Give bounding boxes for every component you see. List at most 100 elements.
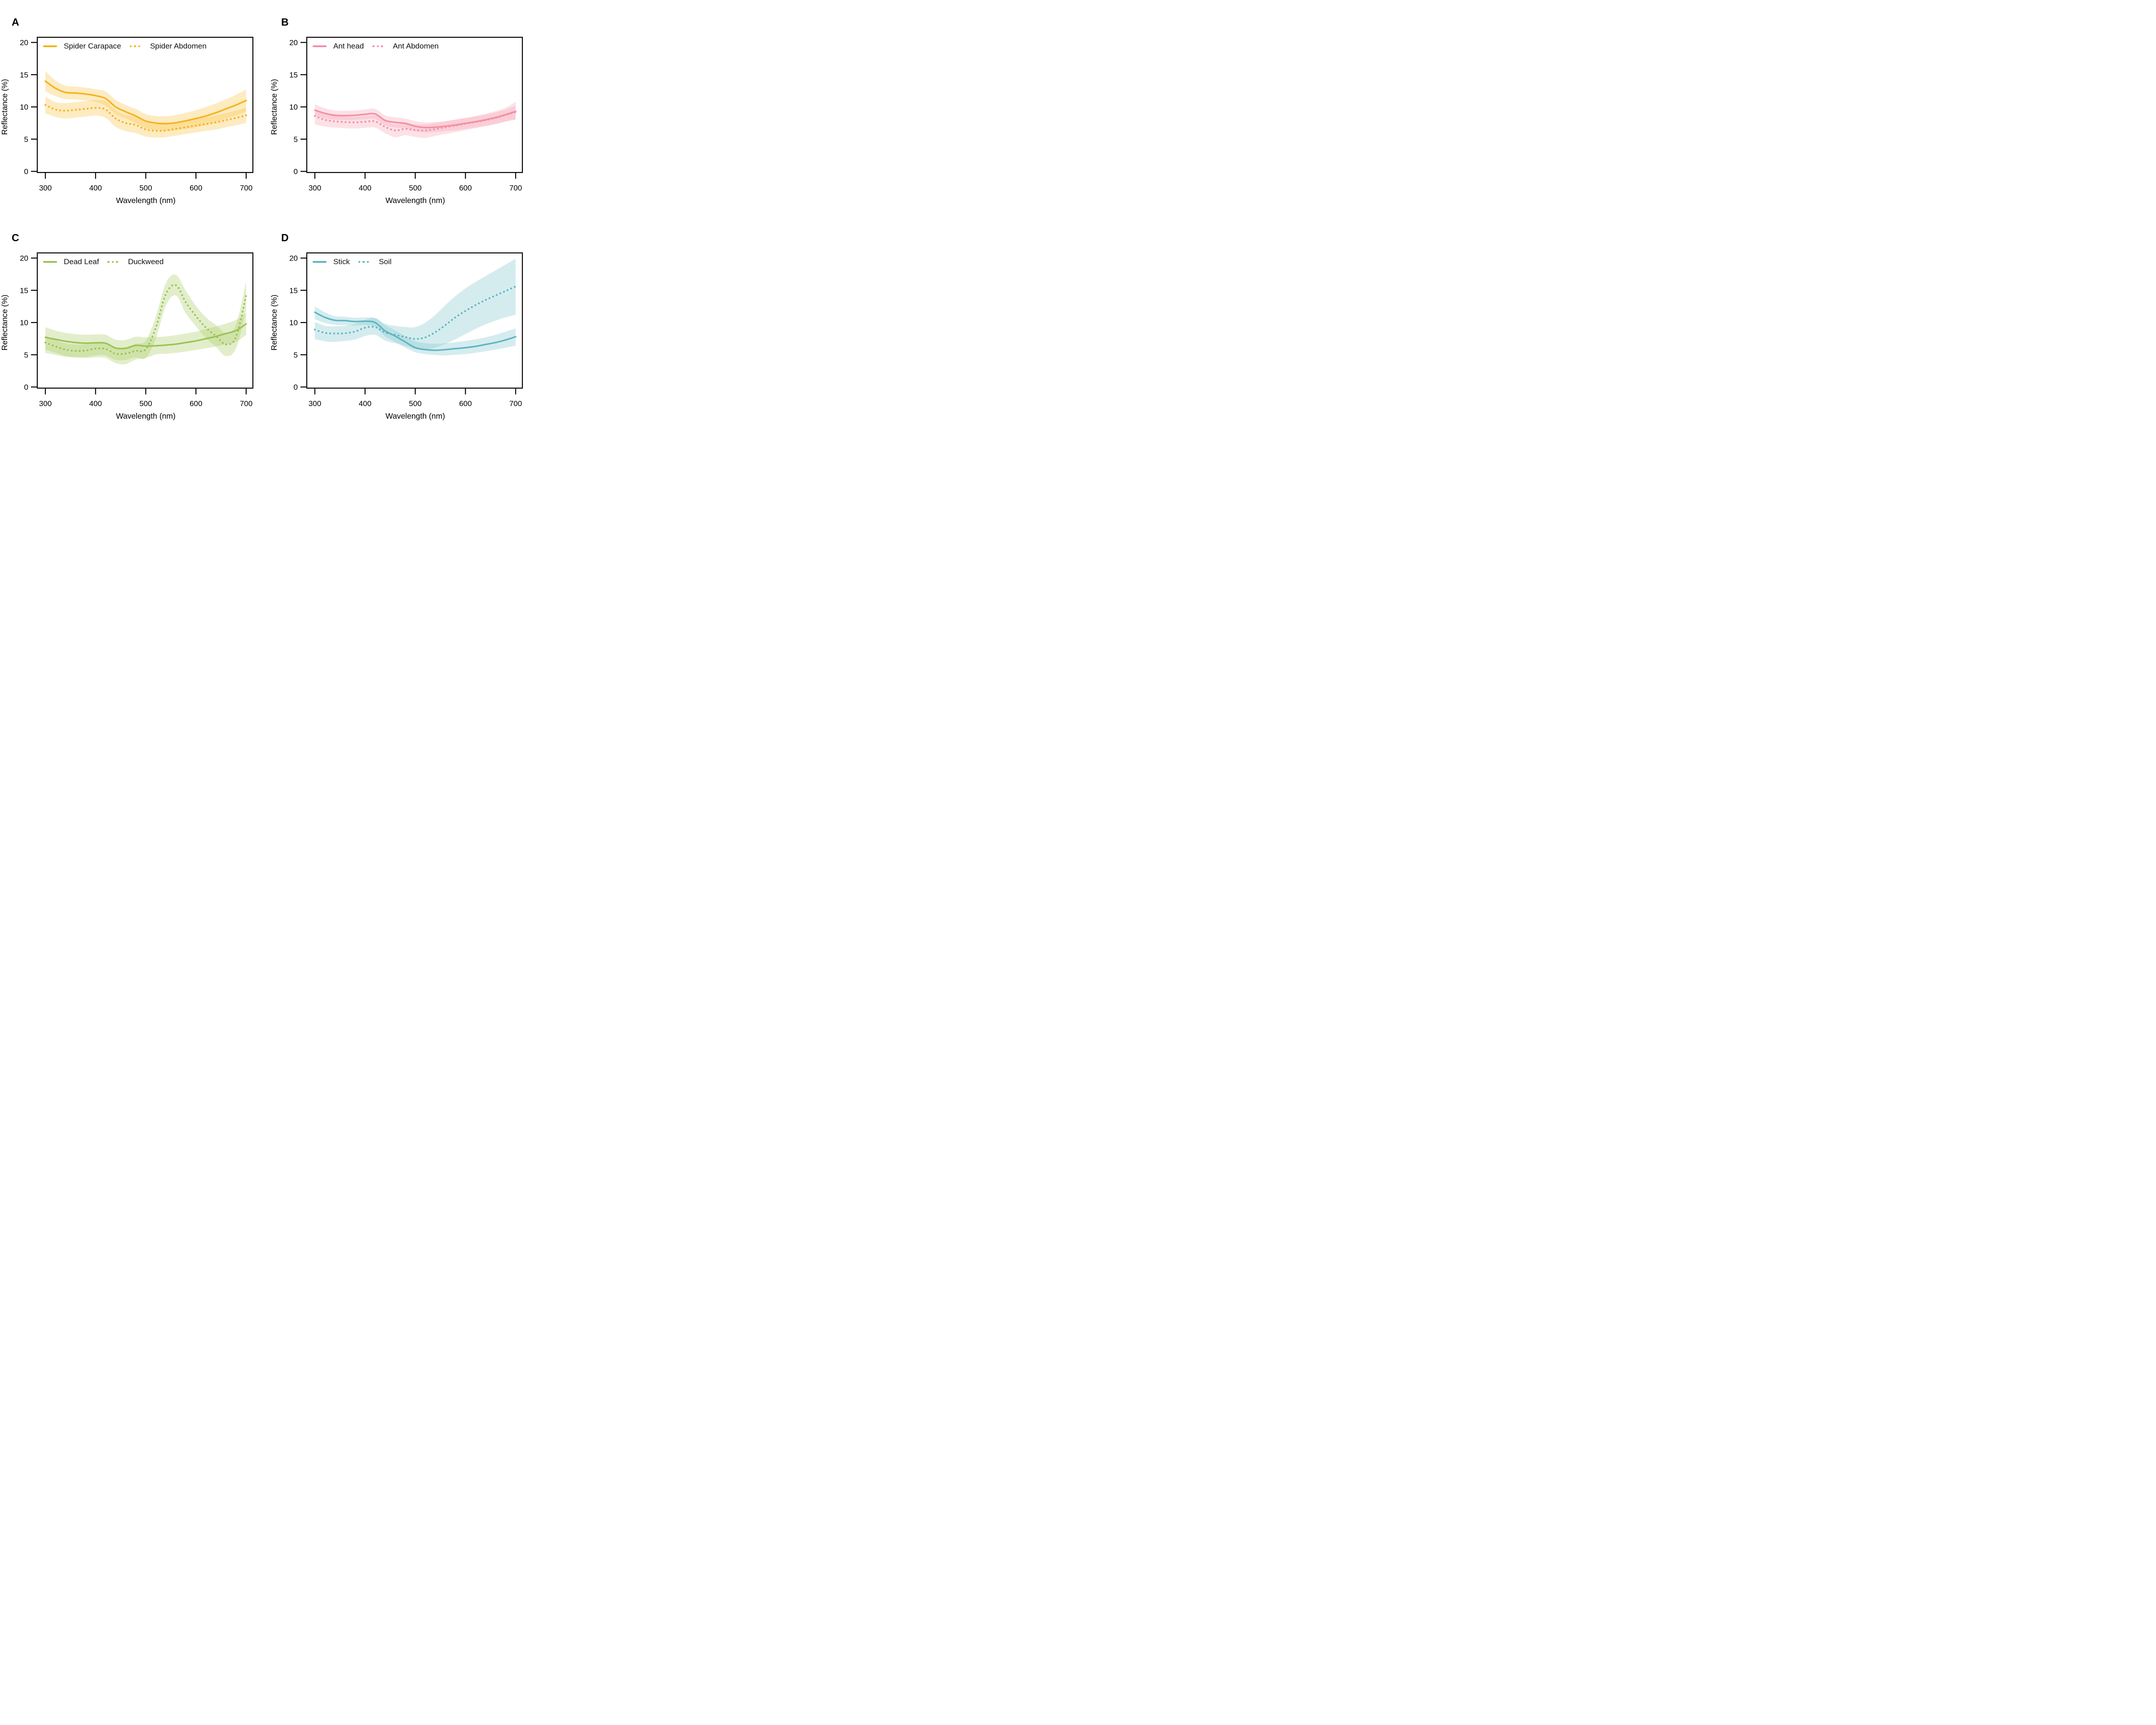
ant-head-line — [314, 109, 517, 128]
legend-d: Stick Soil — [313, 257, 392, 266]
y-tick-label-5: 5 — [294, 351, 298, 359]
legend-label-dotted: Spider Abdomen — [150, 42, 207, 50]
legend-dotted-line-sample — [107, 261, 118, 263]
x-tick-label-300: 300 — [39, 399, 52, 408]
x-axis-title: Wavelength (nm) — [385, 196, 445, 205]
y-tick-label-10: 10 — [20, 103, 28, 111]
panel-b: B Ant head Ant Abdomen 300 400 500 600 700 0 5… — [270, 0, 539, 216]
spider-carapace-band — [45, 71, 246, 131]
x-tick-label-400: 400 — [359, 399, 371, 408]
ant-abdomen-line — [314, 111, 517, 132]
x-tick-label-600: 600 — [190, 399, 202, 408]
dead-leaf-line — [44, 323, 247, 349]
plot-b: 300 400 500 600 700 0 5 10 15 20 Wavelength (nm) Re… — [270, 36, 523, 205]
legend-solid-line-sample — [43, 261, 57, 263]
x-tick-label-400: 400 — [359, 184, 371, 192]
y-tick-label-15: 15 — [289, 71, 298, 79]
panel-a: A Spider Carapace Spider Abdomen 300 400 5… — [0, 0, 270, 216]
plot-box — [306, 36, 523, 173]
legend-dotted-line-sample — [372, 45, 383, 48]
y-tick-label-0: 0 — [24, 168, 28, 176]
y-tick-label-5: 5 — [294, 135, 298, 144]
dead-leaf-band — [45, 313, 246, 365]
plot-d: 300 400 500 600 700 0 5 10 15 20 Wavelength (nm) Re… — [270, 252, 523, 420]
stick-band — [315, 306, 516, 356]
x-axis-title: Wavelength (nm) — [385, 411, 445, 420]
x-tick-label-300: 300 — [309, 399, 321, 408]
soil-band — [315, 258, 516, 350]
plot-box — [306, 252, 523, 389]
legend-dotted-line-sample — [358, 261, 369, 263]
ant-head-band — [315, 102, 516, 133]
x-tick-label-500: 500 — [139, 399, 152, 408]
x-tick-label-400: 400 — [89, 399, 102, 408]
y-tick-label-20: 20 — [289, 254, 298, 263]
figure-reflectance-panels: A Spider Carapace Spider Abdomen 300 400 5… — [0, 0, 539, 431]
x-tick-label-700: 700 — [240, 399, 252, 408]
x-tick-label-500: 500 — [139, 184, 152, 192]
x-axis-title: Wavelength (nm) — [116, 411, 176, 420]
y-tick-label-10: 10 — [289, 318, 298, 327]
x-tick-label-300: 300 — [39, 184, 52, 192]
x-tick-label-600: 600 — [459, 399, 472, 408]
x-tick-label-700: 700 — [509, 399, 522, 408]
panel-letter-a: A — [12, 16, 20, 28]
y-axis-title: Reflectance (%) — [0, 295, 9, 351]
ant-abdomen-band — [315, 106, 516, 138]
legend-solid-line-sample — [313, 261, 327, 263]
y-tick-label-15: 15 — [20, 71, 28, 79]
plot-box — [36, 252, 254, 389]
x-tick-label-700: 700 — [240, 184, 252, 192]
panel-letter-b: B — [281, 16, 289, 28]
x-tick-label-400: 400 — [89, 184, 102, 192]
legend-solid-line-sample — [313, 45, 327, 48]
x-tick-label-600: 600 — [459, 184, 472, 192]
panel-d: D Stick Soil 300 400 500 600 700 0 5 10 15 20 Wave… — [270, 216, 539, 431]
y-tick-label-10: 10 — [289, 103, 298, 111]
spider-carapace-line — [44, 80, 247, 125]
x-tick-label-300: 300 — [309, 184, 321, 192]
duckweed-band — [45, 274, 246, 361]
x-tick-label-700: 700 — [509, 184, 522, 192]
x-axis-title: Wavelength (nm) — [116, 196, 176, 205]
x-tick-label-500: 500 — [409, 184, 421, 192]
panel-letter-d: D — [281, 232, 289, 243]
legend-b: Ant head Ant Abdomen — [313, 42, 439, 51]
panel-letter-c: C — [12, 232, 20, 243]
y-tick-label-0: 0 — [294, 168, 298, 176]
legend-label-dotted: Duckweed — [128, 257, 164, 266]
plot-box — [36, 36, 254, 173]
spider-abdomen-band — [45, 97, 246, 138]
spider-abdomen-line — [44, 104, 247, 132]
y-tick-label-20: 20 — [20, 254, 28, 263]
y-tick-label-10: 10 — [20, 318, 28, 327]
legend-a: Spider Carapace Spider Abdomen — [43, 42, 207, 51]
y-tick-label-0: 0 — [294, 383, 298, 392]
duckweed-line — [44, 284, 247, 355]
y-tick-label-20: 20 — [20, 39, 28, 47]
soil-line — [314, 285, 517, 340]
y-tick-label-0: 0 — [24, 383, 28, 392]
legend-label-solid: Dead Leaf — [64, 257, 99, 266]
plot-c: 300 400 500 600 700 0 5 10 15 20 Wavelength (nm) Re… — [0, 252, 254, 420]
stick-line — [314, 311, 517, 351]
y-axis-title: Reflectance (%) — [270, 295, 278, 351]
legend-c: Dead Leaf Duckweed — [43, 257, 163, 266]
y-tick-label-15: 15 — [289, 286, 298, 295]
legend-label-solid: Ant head — [333, 42, 364, 50]
y-axis-title: Reflectance (%) — [270, 79, 278, 135]
x-tick-label-500: 500 — [409, 399, 421, 408]
legend-dotted-line-sample — [129, 45, 141, 48]
y-tick-label-5: 5 — [24, 351, 28, 359]
plot-a: 300 400 500 600 700 0 5 10 15 20 Wavelength (nm) Re… — [0, 36, 254, 205]
y-tick-label-20: 20 — [289, 39, 298, 47]
legend-solid-line-sample — [43, 45, 57, 48]
y-axis-title: Reflectance (%) — [0, 79, 9, 135]
legend-label-dotted: Soil — [379, 257, 392, 266]
y-tick-label-15: 15 — [20, 286, 28, 295]
legend-label-dotted: Ant Abdomen — [393, 42, 439, 50]
y-tick-label-5: 5 — [24, 135, 28, 144]
legend-label-solid: Spider Carapace — [64, 42, 121, 50]
x-tick-label-600: 600 — [190, 184, 202, 192]
legend-label-solid: Stick — [333, 257, 350, 266]
